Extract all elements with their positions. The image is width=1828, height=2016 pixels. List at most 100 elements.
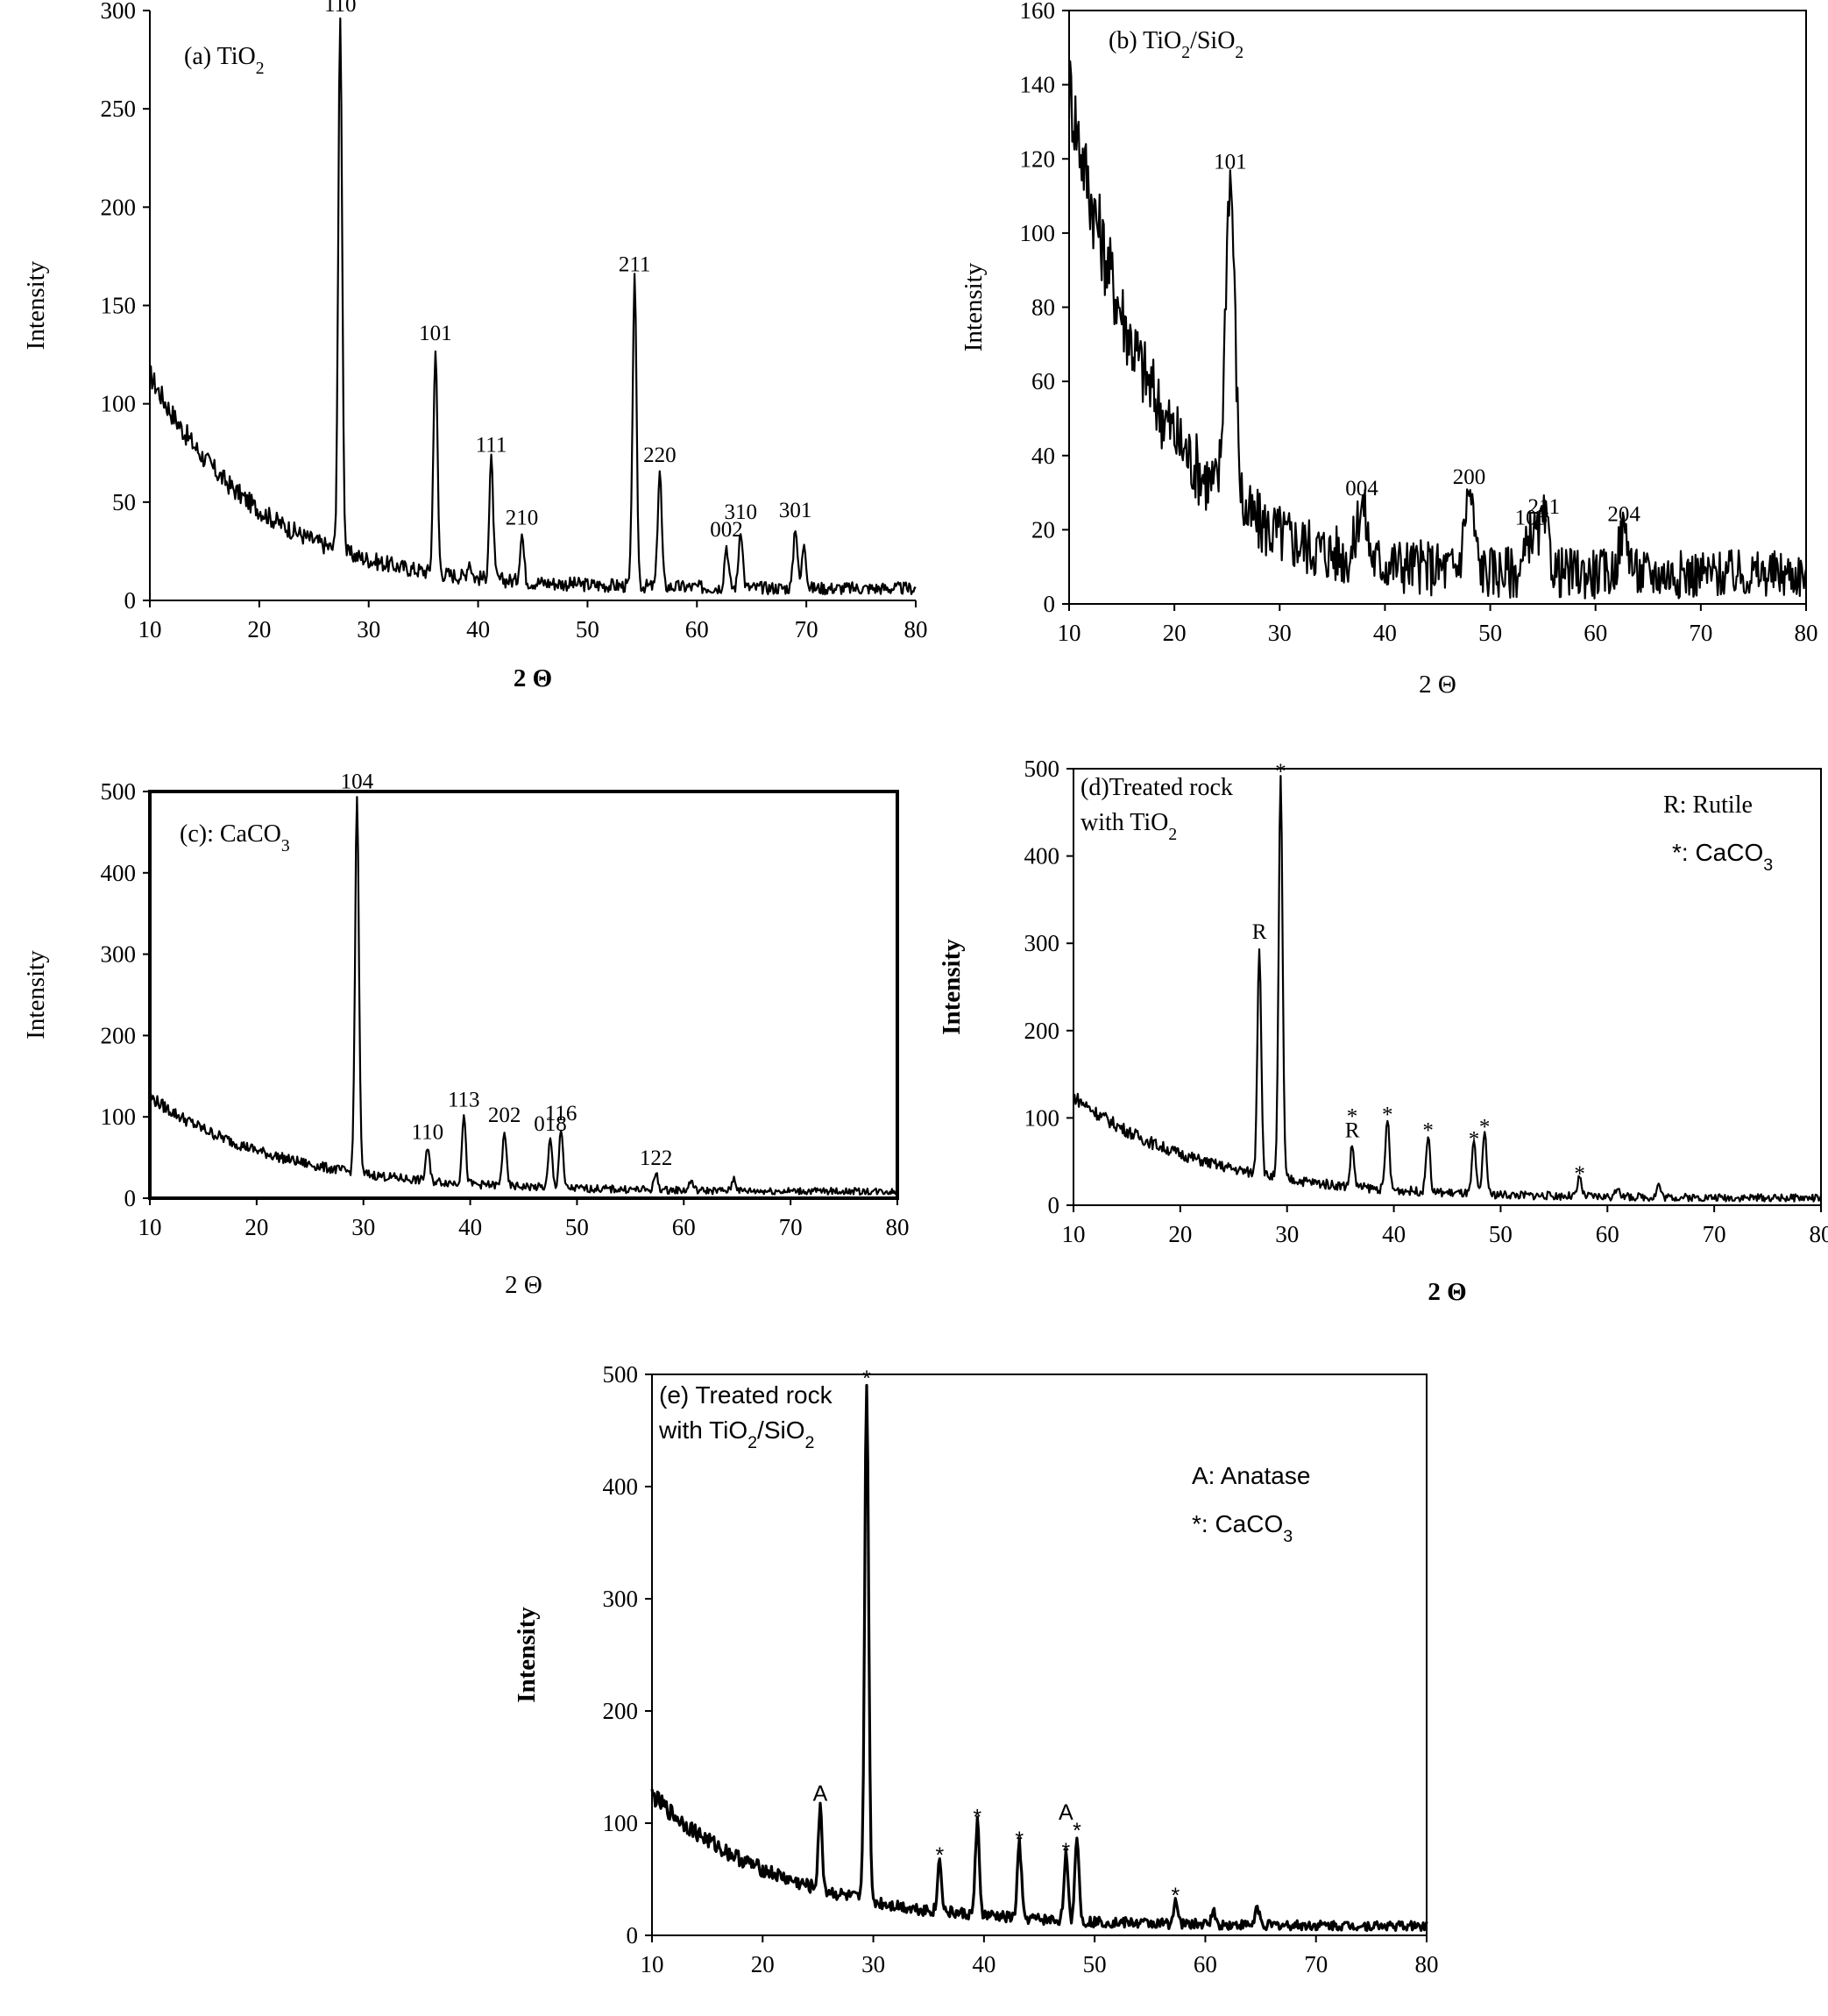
peak-label: 211 <box>619 252 651 276</box>
x-tick-label: 40 <box>466 616 490 642</box>
peak-label-secondary: * <box>1347 1104 1358 1128</box>
y-tick-label: 0 <box>124 587 137 614</box>
title-subscript: 2 <box>747 1433 757 1452</box>
xrd-trace <box>149 17 917 596</box>
peak-label: * <box>1479 1115 1491 1139</box>
title-subscript: 2 <box>256 60 265 78</box>
x-tick-label: 60 <box>1596 1221 1619 1247</box>
x-tick-label: 50 <box>576 616 599 642</box>
x-tick-label: 10 <box>1062 1221 1086 1247</box>
title-subscript: 2 <box>1168 826 1177 844</box>
y-tick-label: 250 <box>101 96 137 122</box>
panel-title: (b) TiO2/SiO2 <box>1109 27 1243 62</box>
x-tick-label: 10 <box>641 1951 664 1977</box>
x-tick-label: 70 <box>795 616 818 642</box>
x-tick-label: 20 <box>1163 620 1187 646</box>
x-tick-label: 20 <box>1168 1221 1192 1247</box>
y-tick-label: 80 <box>1031 295 1055 321</box>
x-tick-label: 60 <box>1194 1951 1217 1977</box>
x-tick-label: 40 <box>458 1214 482 1240</box>
x-tick-label: 30 <box>357 616 380 642</box>
legend-entry: *: CaCO3 <box>1672 839 1773 875</box>
y-tick-label: 100 <box>1024 1104 1060 1131</box>
peak-label: * <box>1073 1819 1081 1843</box>
x-tick-label: 80 <box>1810 1221 1828 1247</box>
y-tick-label: 300 <box>603 1586 639 1612</box>
peak-label: 104 <box>341 770 374 793</box>
y-tick-label: 400 <box>1024 843 1060 870</box>
peak-label: 101 <box>1214 150 1247 174</box>
peak-label: * <box>1171 1884 1180 1908</box>
x-tick-label: 70 <box>779 1214 803 1240</box>
y-tick-label: 300 <box>101 0 137 24</box>
peak-label: 101 <box>419 322 452 345</box>
plot-frame <box>651 1374 1428 1936</box>
peak-label: 310 <box>724 500 757 524</box>
y-tick-label: 0 <box>627 1922 639 1949</box>
peak-label: 210 <box>506 507 539 530</box>
panel-title-line1: (e) Treated rock <box>659 1381 833 1409</box>
xrd-panel-d: 10 20 30 40 50 60 70 80 0 100 200 300 400 500 2 Θ Inten… <box>938 756 1828 1306</box>
xrd-trace <box>1067 60 1808 600</box>
title-suffix-subscript: 2 <box>805 1433 815 1452</box>
peak-label: 211 <box>1528 495 1561 519</box>
legend-text: *: CaCO <box>1192 1510 1283 1537</box>
legend-entry: A: Anatase <box>1192 1462 1310 1489</box>
peak-label: 220 <box>643 444 677 467</box>
panel-title-line2: with TiO2 <box>1081 809 1177 844</box>
x-tick-label: 80 <box>1415 1951 1439 1977</box>
peak-label: * <box>1015 1828 1024 1852</box>
x-tick-label: 80 <box>904 616 928 642</box>
y-tick-label: 100 <box>101 391 137 417</box>
x-tick-label: 50 <box>1489 1221 1513 1247</box>
x-tick-label: 80 <box>886 1214 910 1240</box>
peak-label: * <box>1382 1103 1393 1126</box>
y-axis-label: Intensity <box>513 1607 541 1703</box>
peak-label: 018 <box>534 1112 567 1136</box>
legend-subscript: 3 <box>1283 1527 1293 1546</box>
x-axis-label: 2 Θ <box>514 664 552 692</box>
y-tick-label: 0 <box>1044 591 1056 617</box>
y-tick-label: 40 <box>1031 443 1055 469</box>
y-tick-label: 200 <box>101 1022 137 1048</box>
x-tick-label: 70 <box>1689 620 1712 646</box>
peak-label: 105 <box>1515 507 1548 530</box>
legend-text: A: Anatase <box>1192 1462 1310 1489</box>
title-main: with TiO <box>1081 809 1168 836</box>
y-tick-label: 300 <box>101 941 137 968</box>
title-suffix: /SiO <box>757 1416 804 1444</box>
y-tick-label: 300 <box>1024 930 1060 956</box>
legend-entry: R: Rutile <box>1663 791 1753 819</box>
peak-label: 301 <box>779 499 812 522</box>
y-tick-label: 200 <box>101 194 137 220</box>
peak-label: * <box>935 1843 944 1868</box>
legend-subscript: 3 <box>1763 855 1773 875</box>
panel-title: (c): CaCO3 <box>180 820 290 855</box>
y-tick-label: 200 <box>1024 1018 1060 1044</box>
xrd-trace <box>1073 775 1823 1203</box>
y-tick-label: 100 <box>603 1810 639 1836</box>
xrd-panel-b: 10 20 30 40 50 60 70 80 0 20 40 60 80 100 120 140 160 2 Θ… <box>960 0 1818 699</box>
title-suffix-subscript: 2 <box>1235 44 1243 62</box>
panel-title-line1: (d)Treated rock <box>1081 774 1233 801</box>
y-tick-label: 120 <box>1020 146 1056 172</box>
panel-title: (a) TiO2 <box>184 43 265 78</box>
x-axis-label: 2 Θ <box>505 1271 542 1299</box>
peak-label: 004 <box>1345 477 1378 500</box>
title-main: with TiO <box>658 1416 747 1444</box>
y-tick-label: 140 <box>1020 72 1056 98</box>
title-main: (c): CaCO <box>180 820 281 848</box>
y-tick-label: 60 <box>1031 368 1055 394</box>
x-tick-label: 20 <box>751 1951 775 1977</box>
y-tick-label: 150 <box>101 293 137 319</box>
peak-label-secondary: A <box>1059 1800 1073 1825</box>
y-tick-label: 500 <box>1024 756 1060 782</box>
y-tick-label: 500 <box>603 1361 639 1388</box>
title-subscript: 2 <box>1181 44 1190 62</box>
xrd-trace <box>148 796 898 1196</box>
x-axis-label: 2 Θ <box>1419 671 1456 699</box>
x-tick-label: 60 <box>1584 620 1607 646</box>
peak-label: * <box>973 1805 981 1829</box>
peak-label: * <box>862 1366 871 1391</box>
y-axis-label: Intensity <box>960 262 988 351</box>
